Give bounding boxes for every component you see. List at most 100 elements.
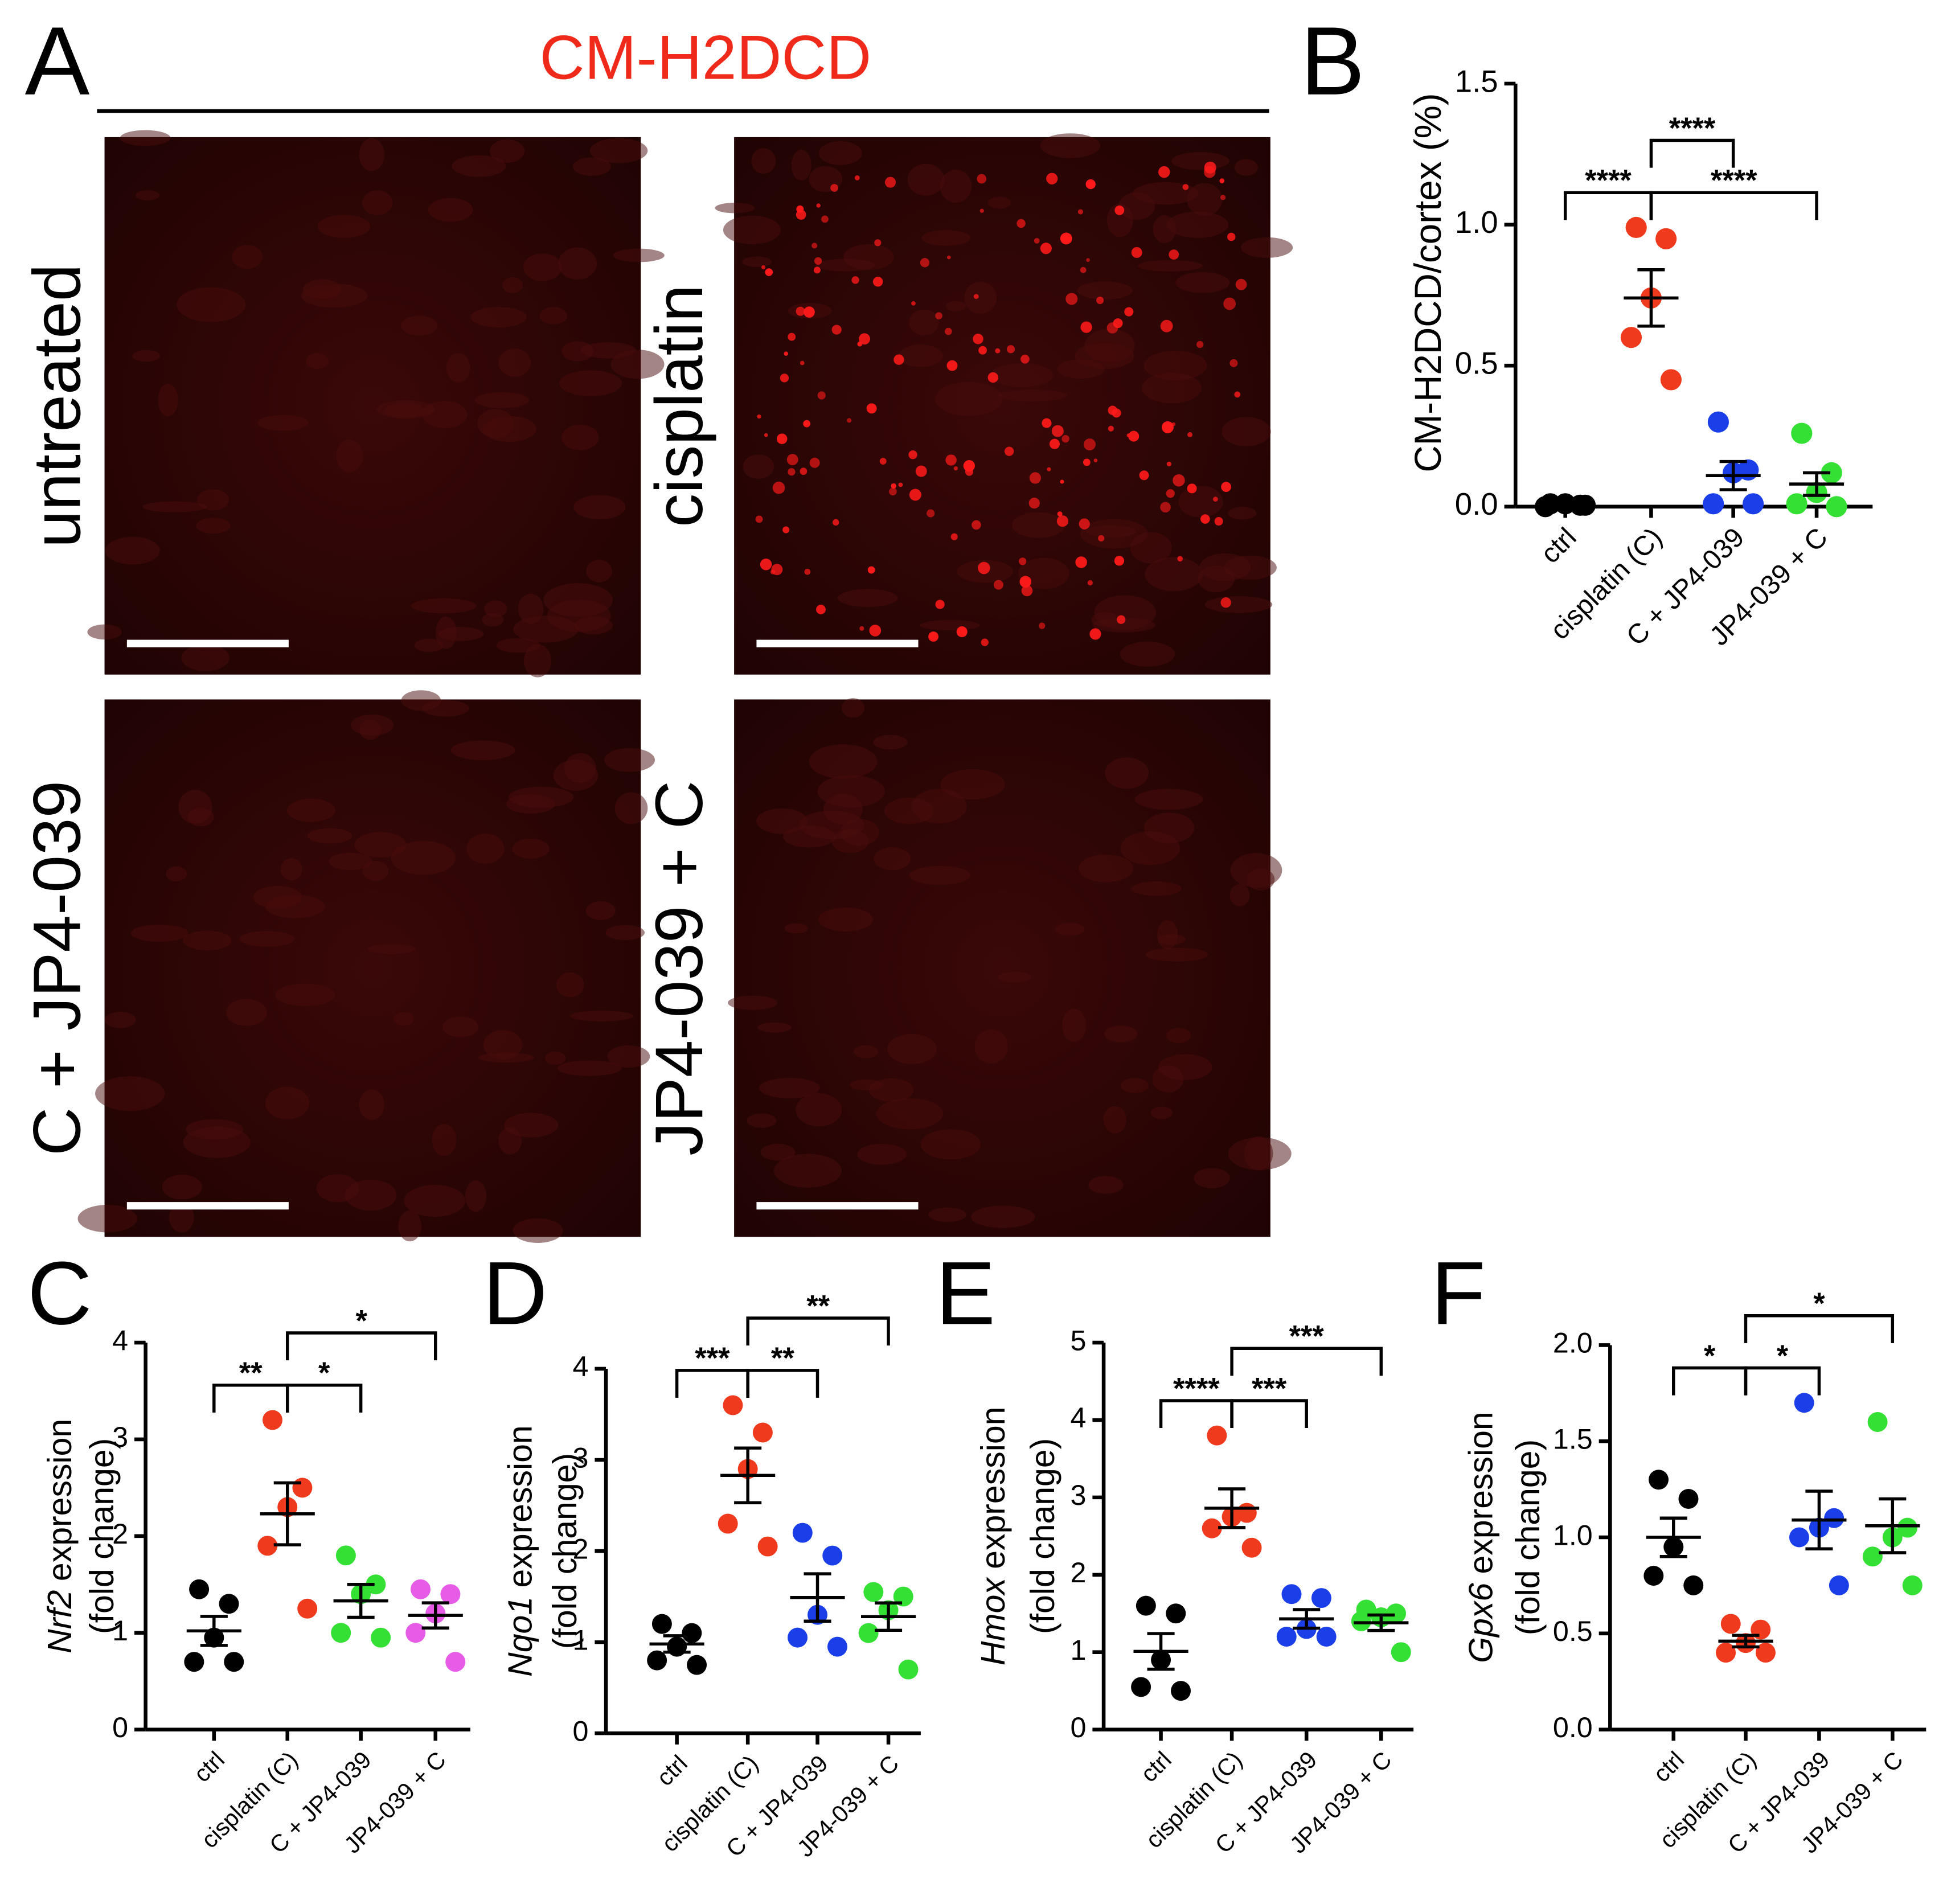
tissue-texture	[1011, 512, 1065, 538]
tissue-texture	[539, 307, 568, 325]
tissue-texture	[1088, 1176, 1124, 1194]
fluorescent-spot	[1160, 319, 1173, 333]
tissue-texture	[158, 383, 178, 417]
fluorescent-spot	[995, 348, 1001, 354]
y-tick-label: 4	[1071, 1402, 1087, 1434]
fluorescent-spot	[784, 351, 789, 356]
tissue-texture	[120, 130, 171, 146]
data-point	[1281, 1584, 1302, 1605]
significance-label: *	[318, 1357, 330, 1390]
fluorescent-spot	[874, 239, 882, 247]
tissue-texture	[280, 858, 302, 881]
y-tick-label: 2	[1071, 1557, 1087, 1589]
tissue-texture	[391, 841, 456, 875]
fluorescent-spot	[920, 258, 930, 268]
data-point	[440, 1584, 461, 1605]
fluorescent-spot	[803, 420, 811, 428]
tissue-texture	[997, 389, 1067, 401]
data-point	[445, 1652, 466, 1672]
tissue-texture	[1166, 1028, 1191, 1044]
tissue-texture	[911, 789, 967, 824]
tissue-texture	[1137, 260, 1203, 272]
y-axis-label-text: expression	[501, 1425, 539, 1587]
tissue-texture	[561, 341, 594, 362]
tissue-texture	[873, 734, 908, 750]
fluorescent-spot	[804, 306, 815, 318]
tissue-texture	[362, 190, 393, 216]
fluorescent-spot	[1056, 515, 1068, 527]
fluorescent-spot	[800, 467, 808, 475]
tissue-texture	[1152, 1065, 1184, 1093]
data-point	[219, 1594, 239, 1614]
significance-label: *	[1813, 1287, 1825, 1320]
fluorescent-spot	[1047, 467, 1051, 471]
data-point	[1821, 462, 1842, 483]
data-point	[822, 1545, 843, 1566]
fluorescent-spot	[1187, 432, 1193, 437]
significance-label: ***	[695, 1342, 730, 1375]
fluorescent-spot	[935, 312, 942, 319]
fluorescent-spot	[764, 433, 768, 437]
tissue-texture	[585, 901, 616, 920]
tissue-texture	[166, 866, 187, 882]
y-axis-label-line2: (fold change)	[1509, 1439, 1547, 1635]
tissue-texture	[1146, 947, 1208, 962]
tissue-texture	[181, 644, 229, 671]
micrograph	[104, 137, 641, 675]
tissue-texture	[876, 1098, 944, 1130]
fluorescent-spot	[1096, 296, 1104, 305]
tissue-texture	[1092, 617, 1155, 633]
fluorescent-spot	[869, 625, 882, 637]
tissue-texture	[523, 644, 552, 678]
fluorescent-spot	[1039, 622, 1046, 629]
fluorescent-spot	[1229, 359, 1238, 367]
tissue-texture	[723, 215, 781, 245]
tissue-texture	[1077, 281, 1133, 300]
fluorescent-spot	[1223, 297, 1236, 310]
fluorescent-spot	[911, 301, 916, 306]
tissue-texture	[470, 307, 527, 328]
tissue-texture	[317, 215, 371, 238]
fluorescent-spot	[1065, 293, 1078, 305]
tissue-texture	[142, 501, 207, 512]
tissue-texture	[561, 424, 599, 450]
y-tick-label: 2	[573, 1533, 589, 1565]
tissue-texture	[1178, 486, 1223, 518]
error-bar	[1879, 1497, 1907, 1554]
tissue-texture	[971, 1205, 1035, 1228]
panel-label: E	[936, 1244, 995, 1343]
fluorescent-spot	[946, 255, 951, 260]
y-axis-label: Nrf2 expression	[41, 1419, 79, 1653]
fluorescent-spot	[1114, 205, 1125, 215]
tissue-texture	[498, 348, 531, 377]
tissue-texture	[940, 769, 1005, 799]
fluorescent-spot	[1124, 307, 1134, 317]
data-point	[1743, 493, 1764, 515]
tissue-texture	[1198, 565, 1235, 593]
tissue-texture	[1230, 853, 1282, 888]
error-bar	[273, 1481, 301, 1546]
tissue-texture	[1040, 133, 1101, 158]
tissue-texture	[359, 138, 384, 171]
tissue-texture	[921, 230, 971, 246]
fluorescent-spot	[800, 360, 805, 366]
tissue-texture	[483, 1030, 523, 1060]
data-point	[1241, 1537, 1262, 1558]
tissue-texture	[987, 196, 1011, 209]
data-point	[1755, 1643, 1776, 1663]
fluorescent-spot	[1029, 472, 1041, 484]
fluorescent-spot	[879, 458, 887, 465]
significance-label: ****	[1585, 165, 1632, 198]
data-point	[1660, 369, 1682, 391]
significance-bracket	[1230, 1347, 1383, 1376]
significance-bracket	[285, 1384, 363, 1413]
image-label: untreated	[19, 264, 95, 548]
fluorescent-spot	[765, 268, 773, 276]
tissue-texture	[376, 400, 435, 419]
y-axis-label-gene: Gpx6	[1462, 1583, 1499, 1663]
y-tick-label: 0.0	[1455, 487, 1498, 522]
tissue-texture	[1103, 1106, 1127, 1134]
tissue-texture	[87, 624, 122, 640]
significance-label: ***	[1252, 1372, 1287, 1405]
tissue-texture	[854, 1045, 879, 1058]
